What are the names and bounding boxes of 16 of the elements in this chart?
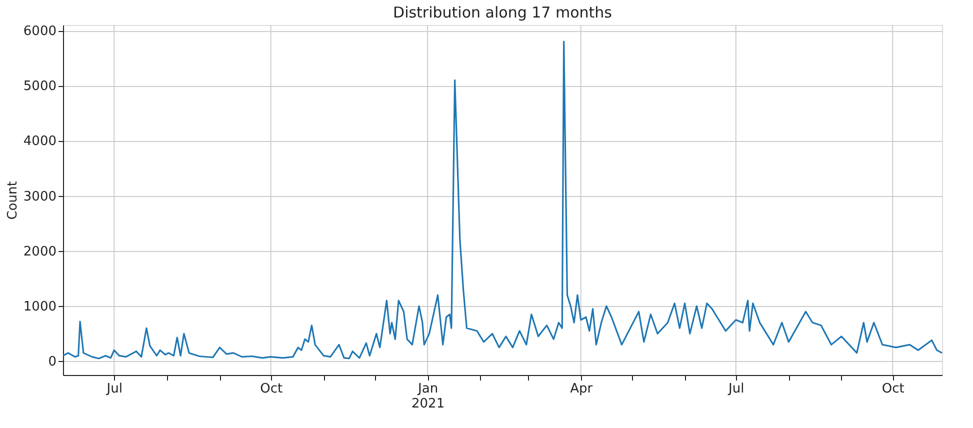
x-tick-label: Jan 2021 — [412, 382, 445, 412]
y-tick-label: 6000 — [23, 24, 56, 40]
line-series — [62, 40, 943, 360]
y-tick-label: 3000 — [23, 189, 56, 204]
y-tick-label: 4000 — [23, 134, 56, 150]
y-tick-label: 5000 — [23, 79, 56, 94]
y-tick-label: 1000 — [23, 300, 56, 315]
chart-title: Distribution along 17 months — [393, 4, 612, 22]
x-tick-label: Jul — [106, 382, 122, 396]
x-tick-label: Oct — [260, 382, 283, 396]
y-tick-label: 0 — [48, 354, 56, 370]
y-tick-label: 2000 — [23, 244, 56, 260]
x-tick-label: Apr — [570, 382, 594, 396]
x-tick-label: Jul — [728, 382, 744, 396]
y-axis-title: Count — [5, 181, 20, 220]
x-tick-label: Oct — [882, 382, 904, 396]
